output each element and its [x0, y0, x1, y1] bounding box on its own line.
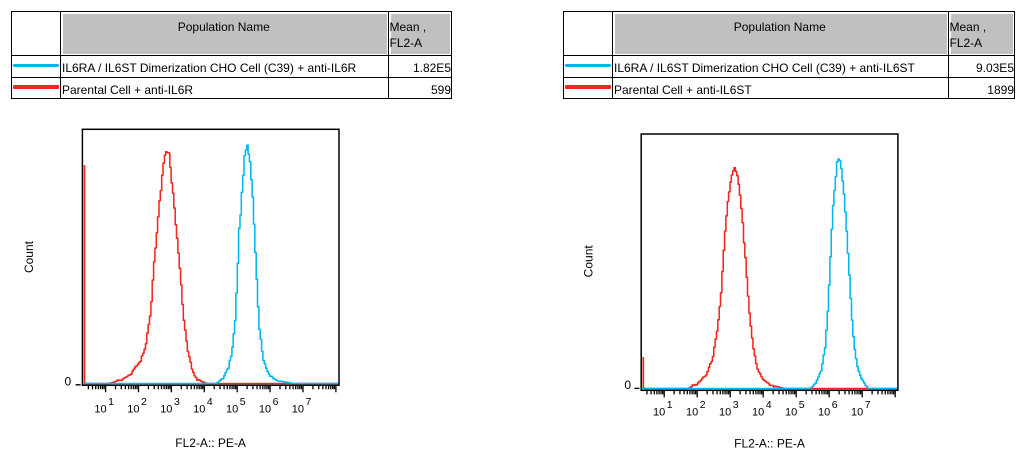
svg-text:102: 102 [127, 396, 147, 416]
svg-text:101: 101 [94, 396, 114, 416]
svg-text:107: 107 [851, 399, 871, 419]
svg-text:102: 102 [686, 399, 706, 419]
svg-text:Count: Count [582, 245, 596, 278]
svg-text:101: 101 [653, 399, 673, 419]
svg-text:106: 106 [259, 396, 279, 416]
svg-text:106: 106 [818, 399, 838, 419]
svg-text:103: 103 [719, 399, 739, 419]
svg-text:107: 107 [292, 396, 312, 416]
svg-text:104: 104 [193, 396, 213, 416]
svg-text:FL2-A:: PE-A: FL2-A:: PE-A [175, 436, 246, 450]
svg-text:0: 0 [64, 375, 71, 389]
svg-text:0: 0 [624, 378, 631, 392]
svg-text:Count: Count [22, 240, 36, 273]
svg-text:FL2-A:: PE-A: FL2-A:: PE-A [734, 436, 805, 450]
svg-text:104: 104 [752, 399, 772, 419]
svg-text:105: 105 [226, 396, 246, 416]
svg-text:105: 105 [785, 399, 805, 419]
svg-text:103: 103 [160, 396, 180, 416]
